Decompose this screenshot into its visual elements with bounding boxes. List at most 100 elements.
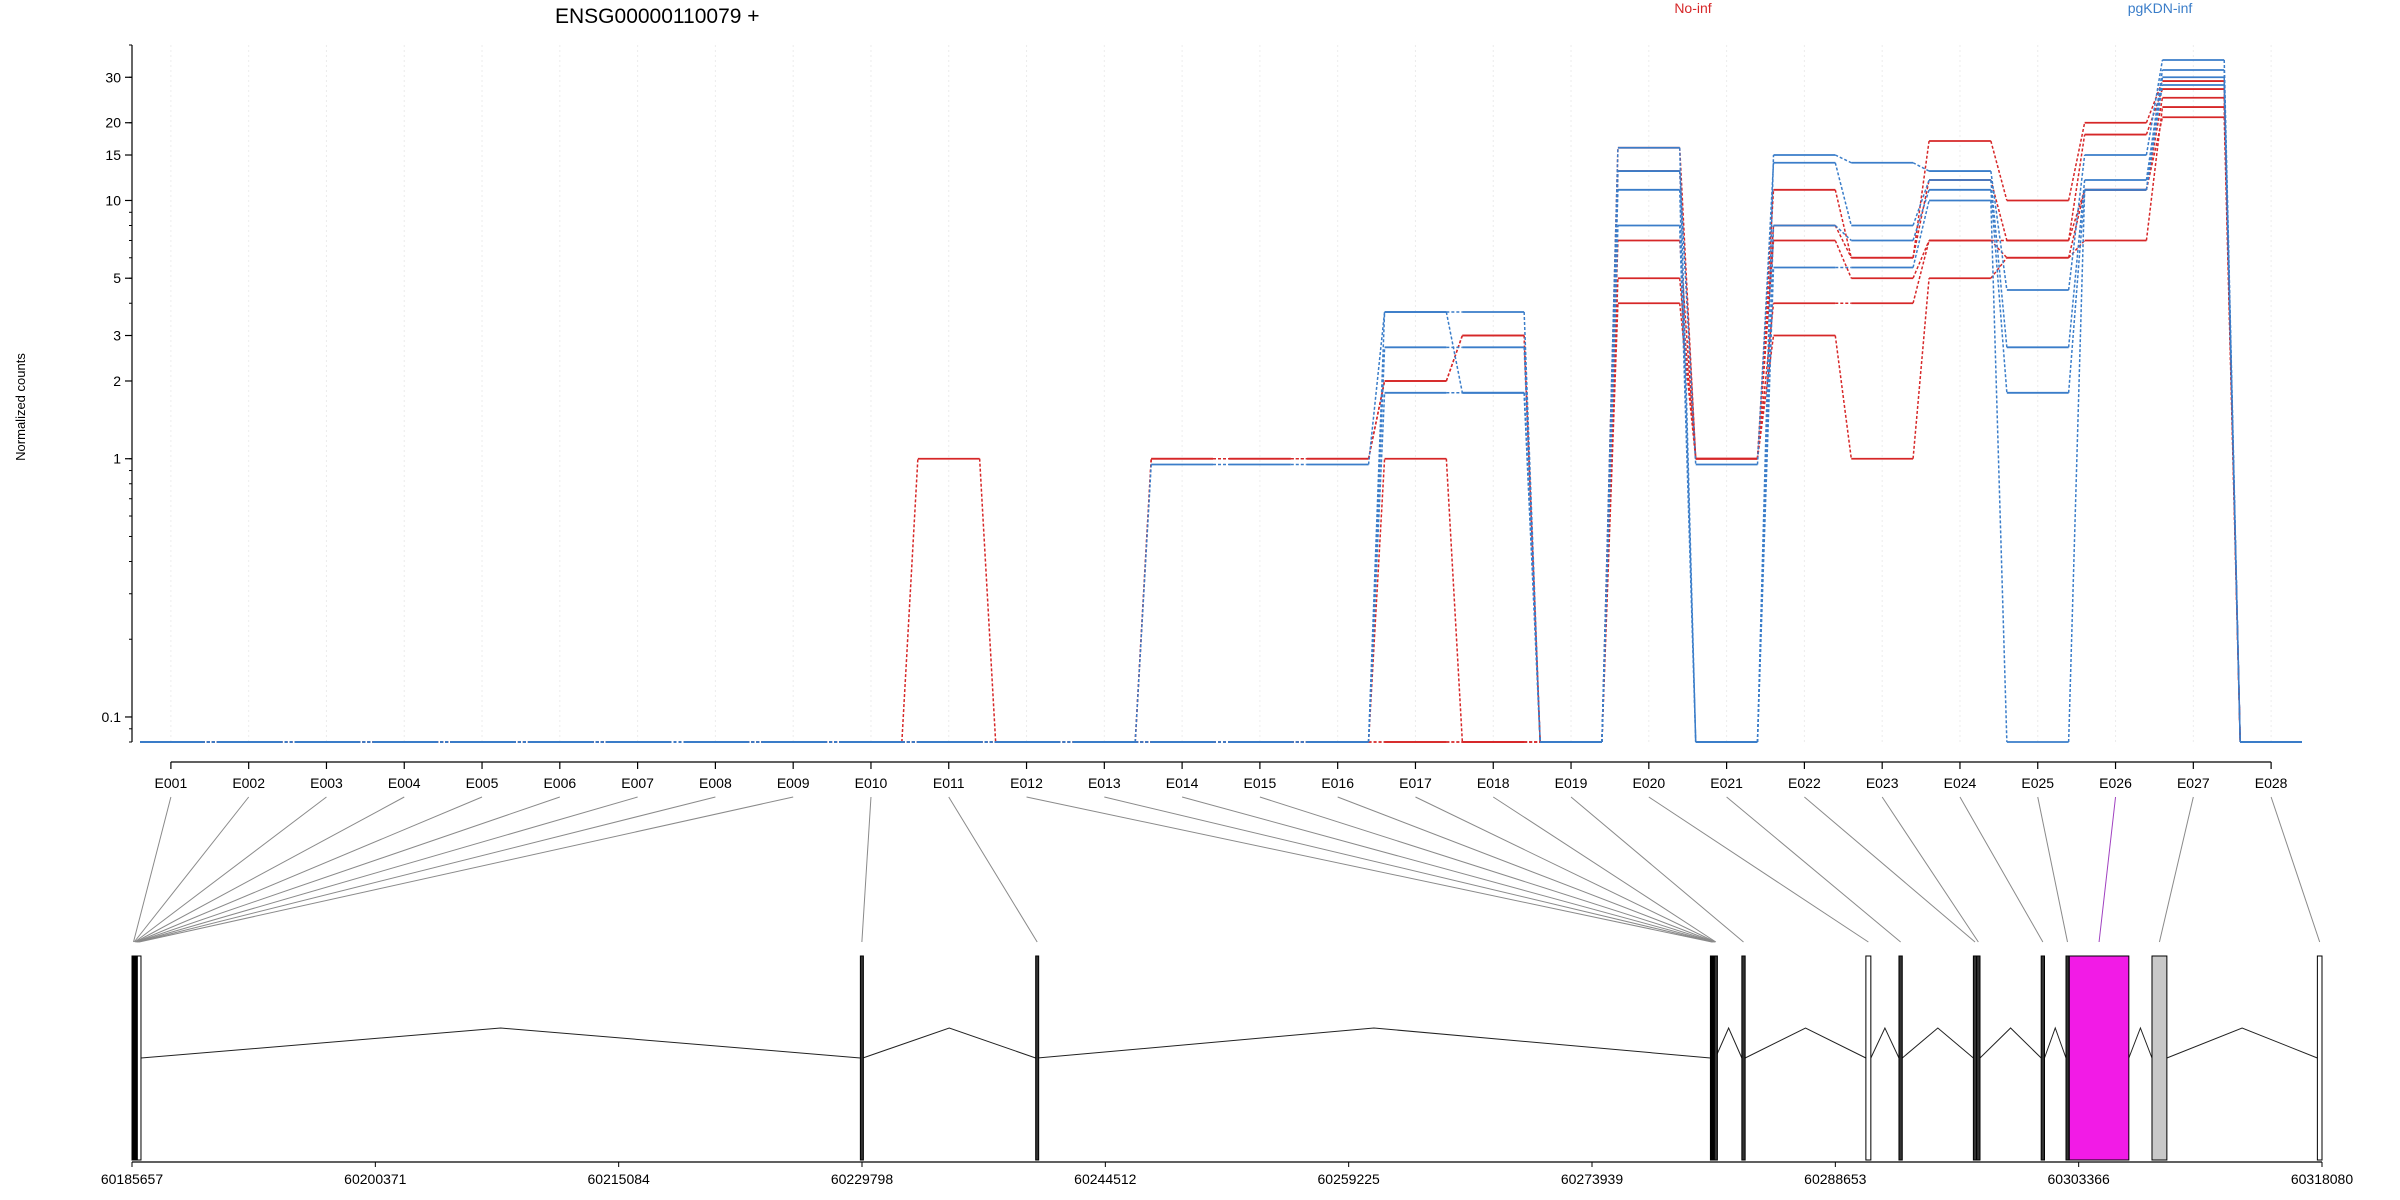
connector-e004 [135,796,405,943]
exon-label-e026: E026 [2099,775,2132,791]
series-connector [1990,239,2008,259]
exon-label-e015: E015 [1244,775,1277,791]
connector-e008 [138,796,716,943]
exon-connectors [133,796,2321,943]
x-axis: E001 E002 E003 E004 E005 E006 E007 E008 E009 E010… [155,761,2288,791]
series-connector [1678,303,1697,459]
series-connector [1990,200,2008,743]
series-connector [1523,392,1541,743]
series-connector [2067,189,2086,743]
intron-line [2166,1027,2318,1059]
y-tick-label: 5 [113,270,121,286]
series-connector [1912,179,1930,226]
exon-label-e003: E003 [310,775,343,791]
series-connector [1367,347,1386,743]
series-connector [1990,179,2008,348]
y-tick-label: 3 [113,328,121,344]
exon-box-e024 [2040,955,2045,1161]
series-pgkdn-inf [140,84,2302,743]
connector-e021 [1726,796,1901,943]
connector-e024 [1959,796,2044,943]
exon-label-e007: E007 [621,775,654,791]
series-connector [1912,278,1930,459]
series-lines [140,59,2302,743]
connector-e015 [1259,796,1715,943]
gene-model [131,955,2323,1161]
exon-label-e010: E010 [855,775,888,791]
connector-e013 [1104,796,1713,943]
exon-label-e004: E004 [388,775,421,791]
connector-e027 [2158,796,2194,943]
series-connector [1912,189,1930,241]
series-connector [1756,154,1775,743]
genomic-coordinate-axis: 60185657 60200371 60215084 60229798 60244512… [101,1161,2353,1187]
y-tick-label: 10 [105,192,121,208]
coordinate-label: 60244512 [1074,1171,1137,1187]
exon-box-e026 [2068,955,2130,1161]
series-connector [1834,154,1852,164]
exon-label-e001: E001 [155,775,188,791]
connector-e016 [1337,796,1715,943]
intron-line [1744,1027,1867,1059]
series-connector [1990,179,2008,241]
y-axis-label: Normalized counts [13,353,28,461]
intron-line [1901,1027,1974,1059]
exon-label-e020: E020 [1632,775,1665,791]
coordinate-label: 60185657 [101,1171,164,1187]
exon-box-e027 [2151,955,2168,1161]
exon-label-e006: E006 [543,775,576,791]
series-pgkdn-inf [140,76,2302,743]
series-connector [1990,140,2008,201]
intron-line [1979,1027,2042,1059]
series-no-inf [140,96,2302,743]
connector-e011 [948,796,1038,943]
exon-label-e011: E011 [933,775,965,791]
connector-e026 [2098,796,2117,943]
series-connector [1445,458,1464,743]
exon-box-e023 [1976,955,1981,1161]
series-connector [2068,239,2086,259]
connector-e019 [1570,796,1744,943]
series-no-inf [140,116,2302,743]
intron-line [1870,1026,1900,1059]
series-connector [1912,140,1930,258]
series-connector [2067,122,2086,201]
intron-line [2128,1026,2153,1059]
exon-label-e008: E008 [699,775,732,791]
series-connector [2223,77,2241,743]
exon-box-e011 [1035,955,1040,1161]
series-connector [1912,240,1930,279]
exon-label-e027: E027 [2177,775,2210,791]
series-connector [1912,240,1930,304]
series-connector [2067,189,2086,241]
series-connector [1367,311,1386,465]
series-connector [2145,80,2164,124]
intron-line [2044,1026,2067,1059]
exon-label-e009: E009 [777,775,810,791]
exon-label-e018: E018 [1477,775,1510,791]
series-connector [1756,225,1775,459]
connector-e009 [139,796,794,943]
series-connector [1912,162,1930,172]
series-connector [1678,225,1697,743]
series-connector [1678,171,1697,465]
exon-label-e028: E028 [2255,775,2288,791]
series-connector [1756,267,1775,743]
series-connector [1834,335,1853,459]
series-connector [1834,189,1853,258]
y-tick-label: 2 [113,373,121,389]
series-connector [1445,311,1464,393]
series-connector [2145,59,2164,156]
series-connector [2223,84,2241,743]
connector-e005 [136,796,483,943]
series-connector [1756,162,1775,465]
coordinate-label: 60215084 [588,1171,651,1187]
coordinate-label: 60259225 [1318,1171,1381,1187]
coordinate-label: 60273939 [1561,1171,1624,1187]
exon-label-e024: E024 [1944,775,1977,791]
series-connector [1912,200,1930,268]
exon-box-e010 [859,955,864,1161]
exon-label-e021: E021 [1710,775,1743,791]
connector-e002 [133,796,250,943]
